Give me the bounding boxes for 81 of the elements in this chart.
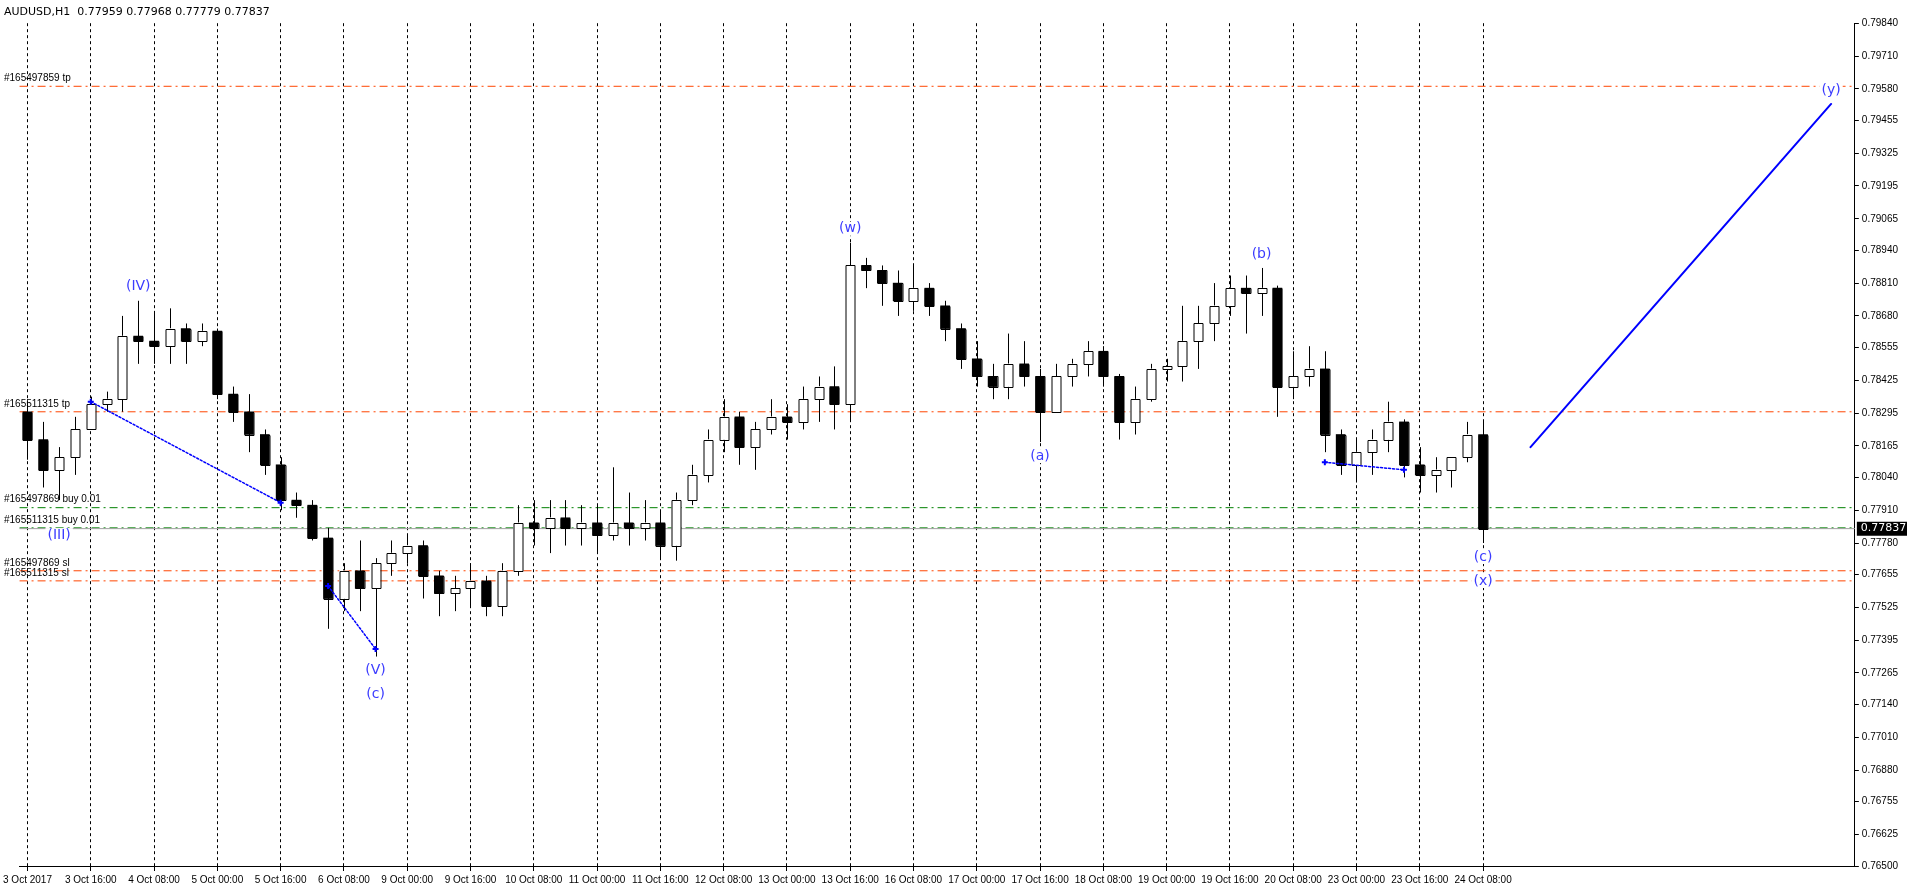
candlestick	[924, 282, 935, 317]
ref-line-label: #165511315 buy 0.01	[4, 513, 101, 525]
y-tick-label: 0.77140	[1861, 698, 1899, 710]
candlestick	[576, 504, 587, 547]
y-tick-label: 0.79580	[1861, 82, 1899, 94]
y-tick-label: 0.77525	[1861, 601, 1899, 613]
y-tick-label: 0.79455	[1861, 114, 1899, 126]
y-tick-label: 0.77655	[1861, 568, 1899, 580]
candlestick	[1019, 340, 1030, 388]
candlestick	[1367, 428, 1378, 476]
x-tick-label: 19 Oct 16:00	[1201, 873, 1259, 885]
x-tick-label: 19 Oct 00:00	[1137, 873, 1196, 885]
annotation: (c)	[366, 685, 385, 702]
y-tick-label: 0.76625	[1861, 828, 1899, 840]
annotation: (c)	[1473, 547, 1493, 564]
y-tick-label: 0.78040	[1861, 471, 1899, 483]
x-tick-label: 11 Oct 16:00	[632, 873, 690, 885]
annotation: (x)	[1473, 571, 1493, 588]
y-tick-label: 0.78165	[1861, 439, 1899, 451]
y-tick-label: 0.77910	[1861, 503, 1899, 515]
x-tick-label: 10 Oct 08:00	[505, 873, 563, 885]
x-tick-label: 13 Oct 00:00	[758, 873, 816, 885]
annotation: (b)	[1251, 244, 1272, 261]
y-tick-label: 0.77395	[1861, 633, 1899, 645]
candlestick	[133, 300, 144, 365]
ref-line-label: #165497869 buy 0.01	[4, 493, 102, 505]
y-tick-label: 0.76755	[1861, 795, 1899, 807]
candlestick	[291, 492, 302, 519]
annotation: (y)	[1821, 80, 1841, 97]
candlestick	[560, 499, 571, 547]
y-tick-label: 0.78810	[1861, 276, 1899, 288]
x-tick-label: 12 Oct 08:00	[694, 873, 753, 885]
y-tick-label: 0.79195	[1861, 179, 1899, 191]
x-tick-label: 16 Oct 08:00	[884, 873, 943, 885]
x-tick-label: 9 Oct 00:00	[381, 873, 434, 885]
ref-line-label: #165497869 sl	[4, 556, 70, 568]
x-tick-label: 13 Oct 16:00	[821, 873, 880, 885]
x-tick-label: 9 Oct 16:00	[444, 873, 497, 885]
x-tick-label: 20 Oct 08:00	[1264, 873, 1323, 885]
y-tick-label: 0.77010	[1861, 731, 1899, 743]
y-tick-label: 0.78555	[1861, 341, 1899, 353]
ref-line-label: #165511315 sl	[4, 566, 69, 578]
y-tick-label: 0.77780	[1861, 536, 1899, 548]
y-tick-label: 0.78295	[1861, 406, 1899, 418]
y-tick-label: 0.79065	[1861, 212, 1899, 224]
y-tick-label: 0.79325	[1861, 146, 1899, 158]
candlestick	[829, 365, 840, 430]
y-tick-label: 0.79840	[1861, 16, 1899, 28]
annotation: (a)	[1030, 446, 1050, 463]
x-tick-label: 5 Oct 16:00	[254, 873, 307, 885]
candlestick	[1446, 456, 1457, 488]
candlestick	[1193, 305, 1204, 370]
x-tick-label: 3 Oct 16:00	[64, 873, 118, 885]
annotation: (III)	[47, 525, 71, 542]
x-tick-label: 11 Oct 00:00	[568, 873, 626, 885]
x-tick-label: 5 Oct 00:00	[191, 873, 244, 885]
x-tick-label: 4 Oct 08:00	[128, 873, 181, 885]
x-tick-label: 24 Oct 08:00	[1454, 873, 1513, 885]
y-tick-label: 0.77265	[1861, 666, 1899, 678]
candlestick	[386, 539, 397, 577]
y-tick-label: 0.76500	[1861, 859, 1899, 871]
annotation: (IV)	[125, 277, 151, 294]
ref-line-label: #165497859 tp	[4, 72, 72, 84]
candlestick	[1462, 421, 1473, 463]
y-tick-label: 0.78680	[1861, 309, 1899, 321]
annotation: (V)	[365, 661, 386, 678]
y-tick-label: 0.76880	[1861, 763, 1899, 775]
ref-line-label: 0.77837	[1860, 521, 1907, 535]
x-tick-label: 17 Oct 00:00	[948, 873, 1006, 885]
y-tick-label: 0.78940	[1861, 244, 1899, 256]
x-tick-label: 17 Oct 16:00	[1011, 873, 1070, 885]
x-tick-label: 23 Oct 16:00	[1391, 873, 1449, 885]
chart-title: AUDUSD,H1 0.77959 0.77968 0.77779 0.77837	[4, 5, 270, 19]
y-tick-label: 0.79710	[1861, 49, 1899, 61]
x-tick-label: 23 Oct 00:00	[1327, 873, 1386, 885]
x-tick-label: 18 Oct 08:00	[1074, 873, 1133, 885]
candlestick	[750, 421, 761, 471]
annotation: (w)	[839, 219, 862, 236]
y-tick-label: 0.78425	[1861, 374, 1899, 385]
x-tick-label: 3 Oct 2017	[3, 873, 53, 885]
x-tick-label: 6 Oct 08:00	[318, 873, 371, 885]
